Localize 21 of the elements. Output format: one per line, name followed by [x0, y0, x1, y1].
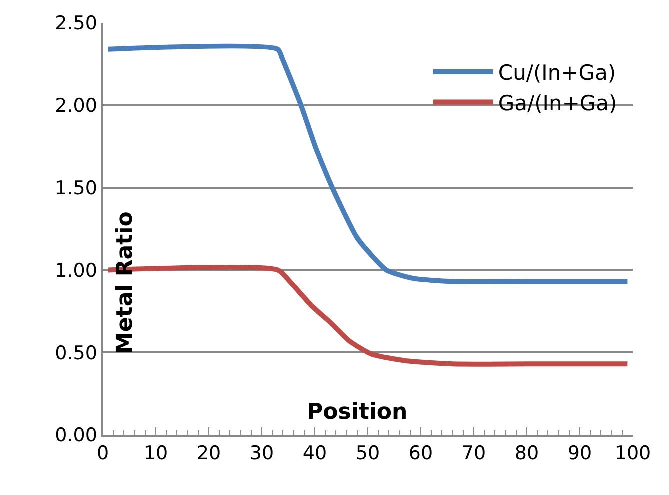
- x-axis-title: Position: [307, 400, 408, 425]
- x-tick-label: 90: [568, 442, 592, 465]
- y-tick-label: 0.00: [55, 424, 98, 447]
- legend-label: Ga/(In+Ga): [498, 91, 618, 116]
- y-tick-label: 2.00: [55, 95, 98, 118]
- x-tick-label: 50: [356, 442, 380, 465]
- x-tick-label: 100: [614, 442, 652, 465]
- x-tick-label: 20: [196, 442, 222, 465]
- x-tick-label: 60: [408, 442, 434, 465]
- y-tick-label: 1.00: [55, 260, 98, 282]
- x-tick-label: 0: [96, 442, 110, 465]
- y-tick-label: 0.50: [55, 342, 98, 364]
- y-tick-label: 2.50: [55, 12, 98, 35]
- y-axis-title: Metal Ratio: [112, 212, 138, 354]
- x-tick-label: 80: [514, 442, 540, 465]
- x-tick-label: 70: [462, 442, 486, 465]
- x-tick-label: 10: [144, 442, 168, 465]
- x-tick-label: 40: [302, 442, 328, 465]
- y-tick-label: 1.50: [55, 177, 98, 200]
- legend-label: Cu/(In+Ga): [498, 61, 616, 86]
- x-tick-label: 30: [250, 442, 274, 465]
